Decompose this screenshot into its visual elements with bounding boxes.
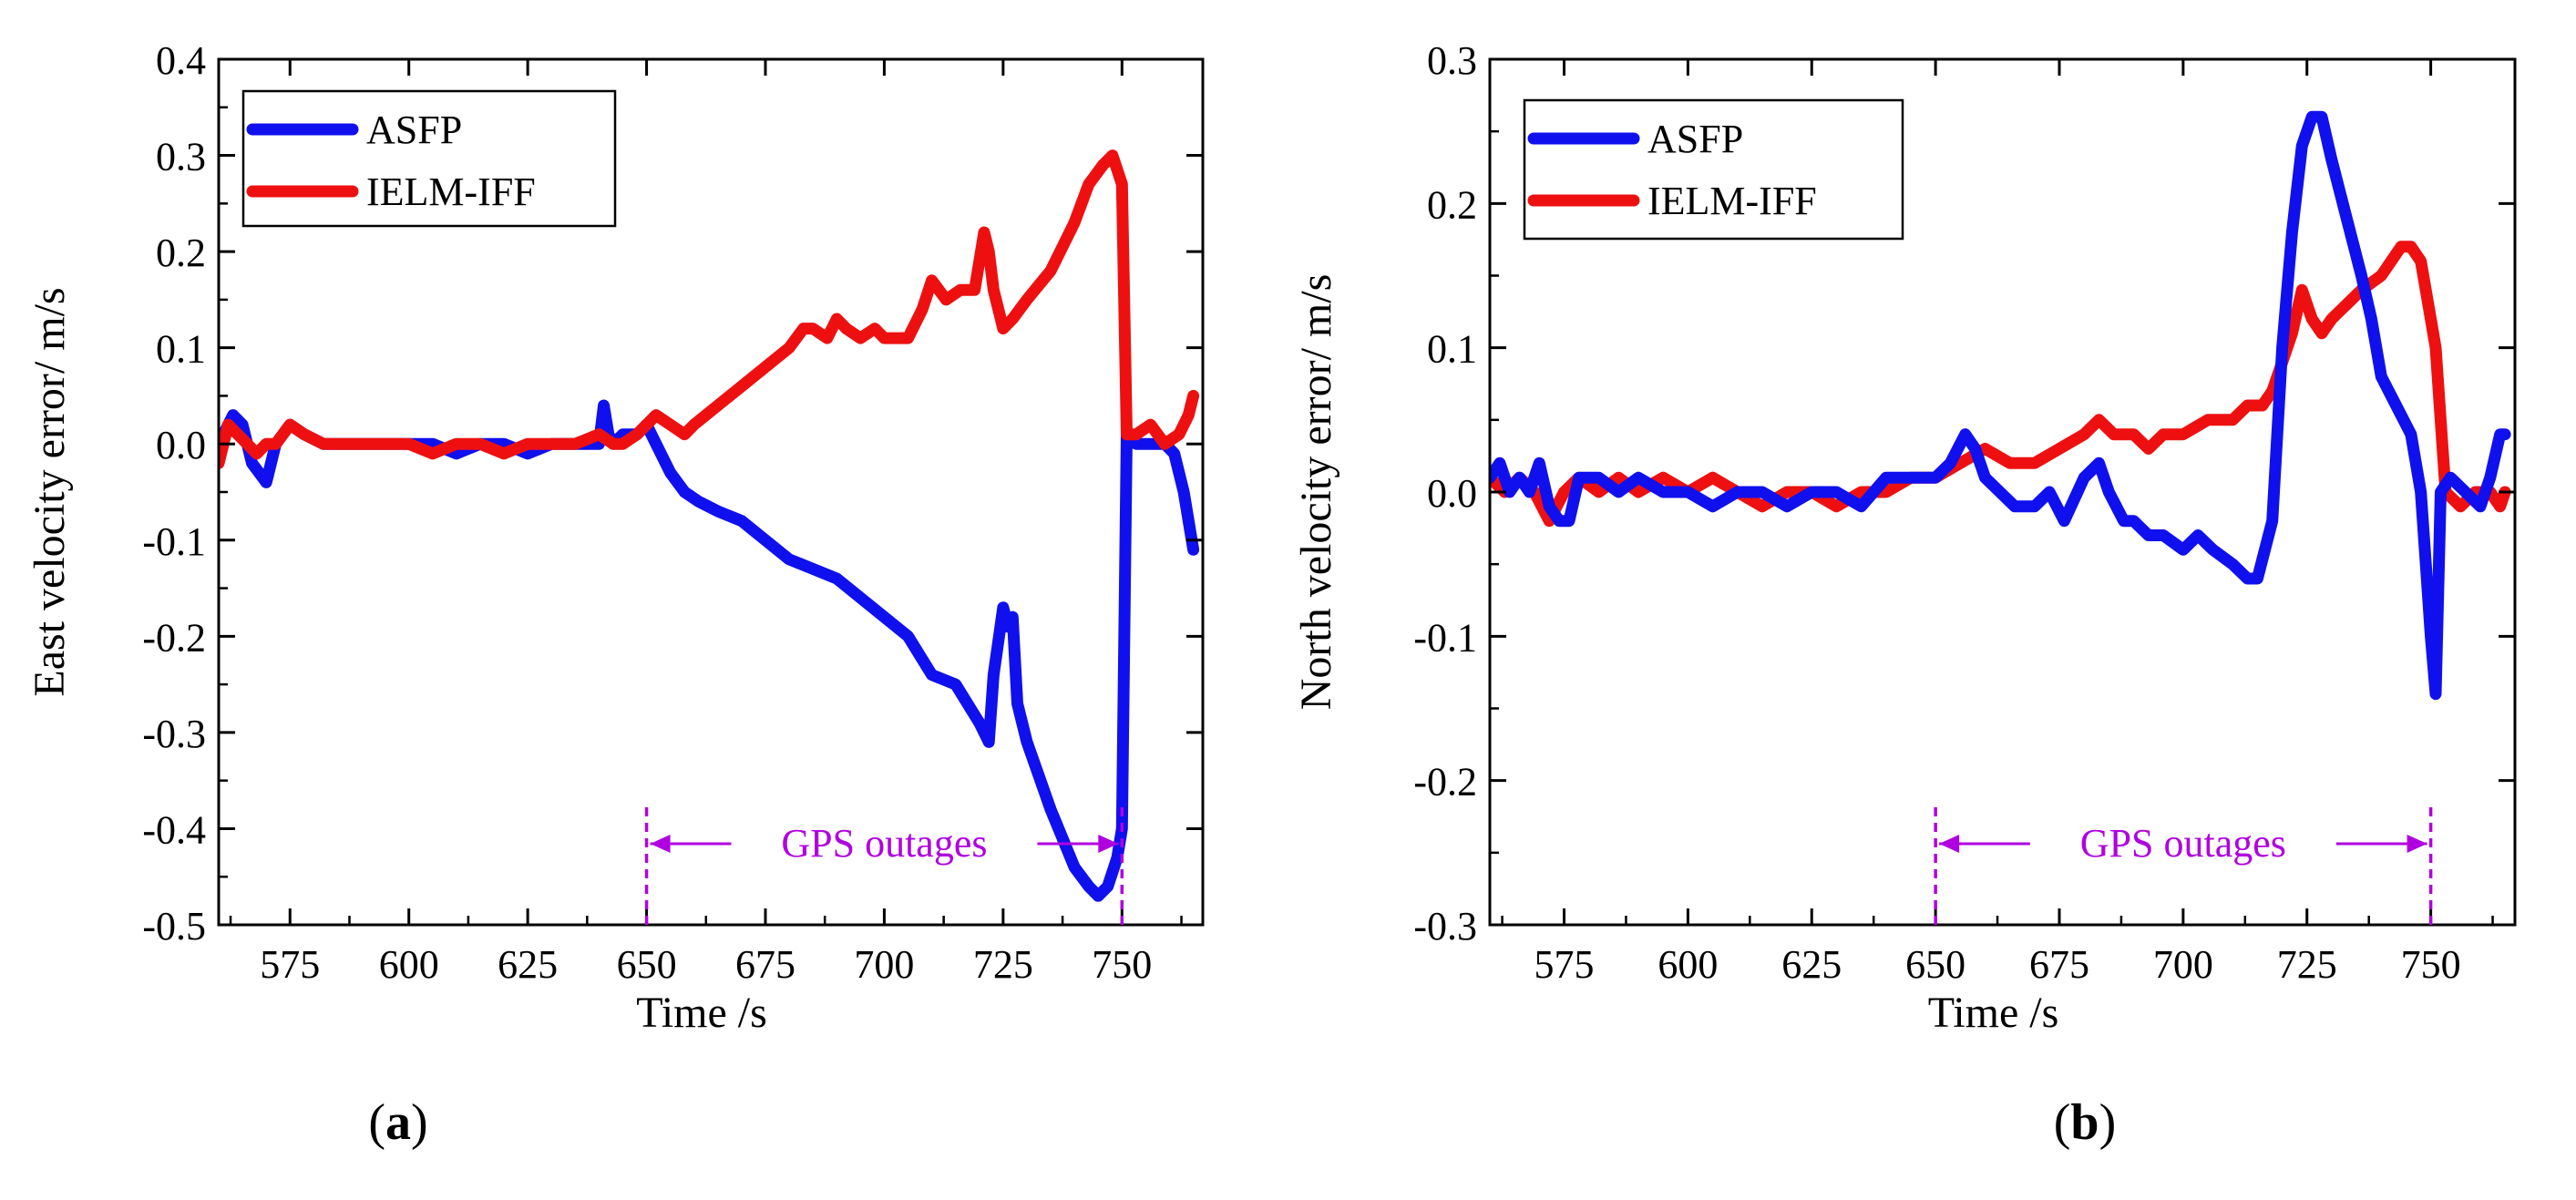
y-tick-label: 0.1 [1427, 327, 1477, 372]
x-tick-label: 675 [2029, 942, 2089, 987]
outage-arrowhead-left [650, 835, 671, 853]
y-tick-label: 0.0 [156, 423, 206, 467]
x-tick-label: 725 [973, 942, 1033, 987]
chart-panel-b: 575 600 625 650 675 700 725 750 -0.3 -0.2 -0.1 0.0 0… [1292, 38, 2517, 1151]
legend-label: ASFP [1647, 117, 1743, 161]
x-axis-title: Time /s [1928, 989, 2059, 1037]
x-tick-label: 625 [498, 942, 558, 987]
x-tick-label: 600 [1657, 942, 1718, 987]
y-tick-label: -0.3 [142, 712, 206, 756]
y-tick-label: -0.1 [1413, 615, 1477, 660]
x-tick-label: 625 [1781, 942, 1842, 987]
chart-panel-a: 575 600 625 650 675 700 725 750 -0.5 -0.4 -0.3 -0.2… [26, 38, 1205, 1151]
panel-label: (b) [2054, 1094, 2116, 1151]
y-tick-label: 0.3 [156, 135, 206, 179]
legend: ASFP IELM-IFF [241, 89, 617, 228]
series-line-asfp [1490, 110, 2511, 701]
outage-arrowhead-left [1939, 835, 1960, 853]
legend-label: IELM-IFF [1647, 179, 1817, 223]
y-tick-label: -0.4 [142, 807, 206, 852]
y-axis-title: East velocity error/ m/s [26, 287, 74, 696]
legend-box [241, 89, 617, 228]
outage-label: GPS outages [2080, 821, 2286, 866]
y-tick-label: 0.2 [156, 231, 206, 275]
legend-label: IELM-IFF [366, 169, 536, 214]
x-tick-label: 700 [2153, 942, 2213, 987]
legend-box [1523, 98, 1904, 241]
x-axis-title: Time /s [636, 989, 767, 1037]
y-tick-label: -0.2 [142, 615, 206, 660]
y-tick-label: -0.5 [142, 904, 206, 949]
x-tick-label: 575 [260, 942, 320, 987]
y-tick-label: -0.3 [1413, 904, 1477, 949]
x-tick-label: 575 [1534, 942, 1595, 987]
x-tick-label: 700 [854, 942, 914, 987]
outage-arrowhead-right [1098, 835, 1119, 853]
y-tick-label: 0.3 [1427, 38, 1477, 83]
y-tick-label: 0.1 [156, 327, 206, 372]
outage-label: GPS outages [781, 821, 987, 866]
y-tick-label: -0.2 [1413, 760, 1477, 805]
x-tick-label: 600 [379, 942, 439, 987]
y-tick-label: 0.0 [1427, 471, 1477, 516]
series-line-ielm-iff [219, 149, 1200, 469]
x-tick-label: 750 [1092, 942, 1152, 987]
series-line-ielm-iff [1490, 241, 2511, 528]
legend-label: ASFP [366, 108, 462, 152]
legend: ASFP IELM-IFF [1523, 98, 1904, 241]
panel-label: (a) [368, 1094, 427, 1151]
x-tick-label: 675 [735, 942, 795, 987]
x-tick-label: 650 [1905, 942, 1965, 987]
series-line-asfp [219, 399, 1200, 902]
x-tick-label: 725 [2277, 942, 2337, 987]
y-axis-title: North velocity error/ m/s [1292, 274, 1340, 711]
y-tick-label: 0.2 [1427, 182, 1477, 227]
x-tick-label: 750 [2401, 942, 2461, 987]
x-tick-label: 650 [617, 942, 677, 987]
y-tick-label: -0.1 [142, 519, 206, 564]
outage-arrowhead-right [2407, 835, 2427, 853]
y-tick-label: 0.4 [156, 38, 206, 83]
